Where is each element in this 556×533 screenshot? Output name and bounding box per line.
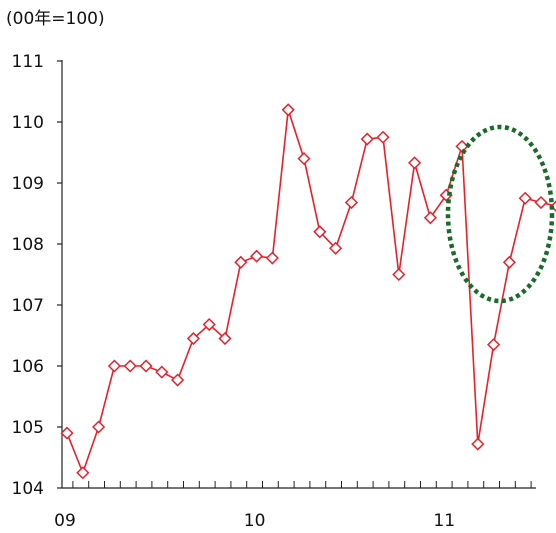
data-point <box>60 426 74 440</box>
data-point <box>502 255 516 269</box>
data-point <box>123 359 137 373</box>
data-point <box>297 152 311 166</box>
data-point <box>329 241 343 255</box>
y-tick-label: 105 <box>12 418 44 438</box>
data-point <box>392 267 406 282</box>
data-point <box>76 466 90 480</box>
data-point <box>186 331 200 346</box>
data-point <box>408 156 422 170</box>
data-point <box>265 251 279 265</box>
data-point <box>250 249 264 263</box>
data-point <box>92 420 106 434</box>
data-point <box>360 132 374 146</box>
data-point <box>471 437 485 451</box>
y-tick-label: 104 <box>12 479 44 499</box>
highlight-ellipse <box>445 124 555 304</box>
y-tick-label: 108 <box>12 235 44 255</box>
y-tick-label: 107 <box>12 296 44 316</box>
data-point <box>281 103 295 117</box>
data-point <box>202 317 216 332</box>
data-point <box>155 365 169 379</box>
data-point <box>139 359 153 373</box>
data-point <box>218 331 232 346</box>
data-point <box>313 225 327 239</box>
x-tick-label: 11 <box>433 511 455 531</box>
series-line <box>66 109 556 476</box>
x-tick-label: 09 <box>54 511 76 531</box>
y-tick-label: 109 <box>12 174 44 194</box>
data-point <box>487 338 501 352</box>
data-point <box>518 191 532 205</box>
data-point <box>107 359 121 373</box>
x-tick-label: 10 <box>244 511 266 531</box>
y-axis-unit-label: (00年=100) <box>6 9 105 29</box>
data-point <box>376 130 390 144</box>
data-point <box>171 373 185 387</box>
data-point <box>423 211 437 225</box>
y-tick-label: 106 <box>12 357 44 377</box>
data-point <box>234 255 248 269</box>
y-tick-label: 111 <box>12 52 44 72</box>
data-point <box>344 195 358 210</box>
y-tick-label: 110 <box>12 113 44 133</box>
data-point <box>534 195 548 210</box>
